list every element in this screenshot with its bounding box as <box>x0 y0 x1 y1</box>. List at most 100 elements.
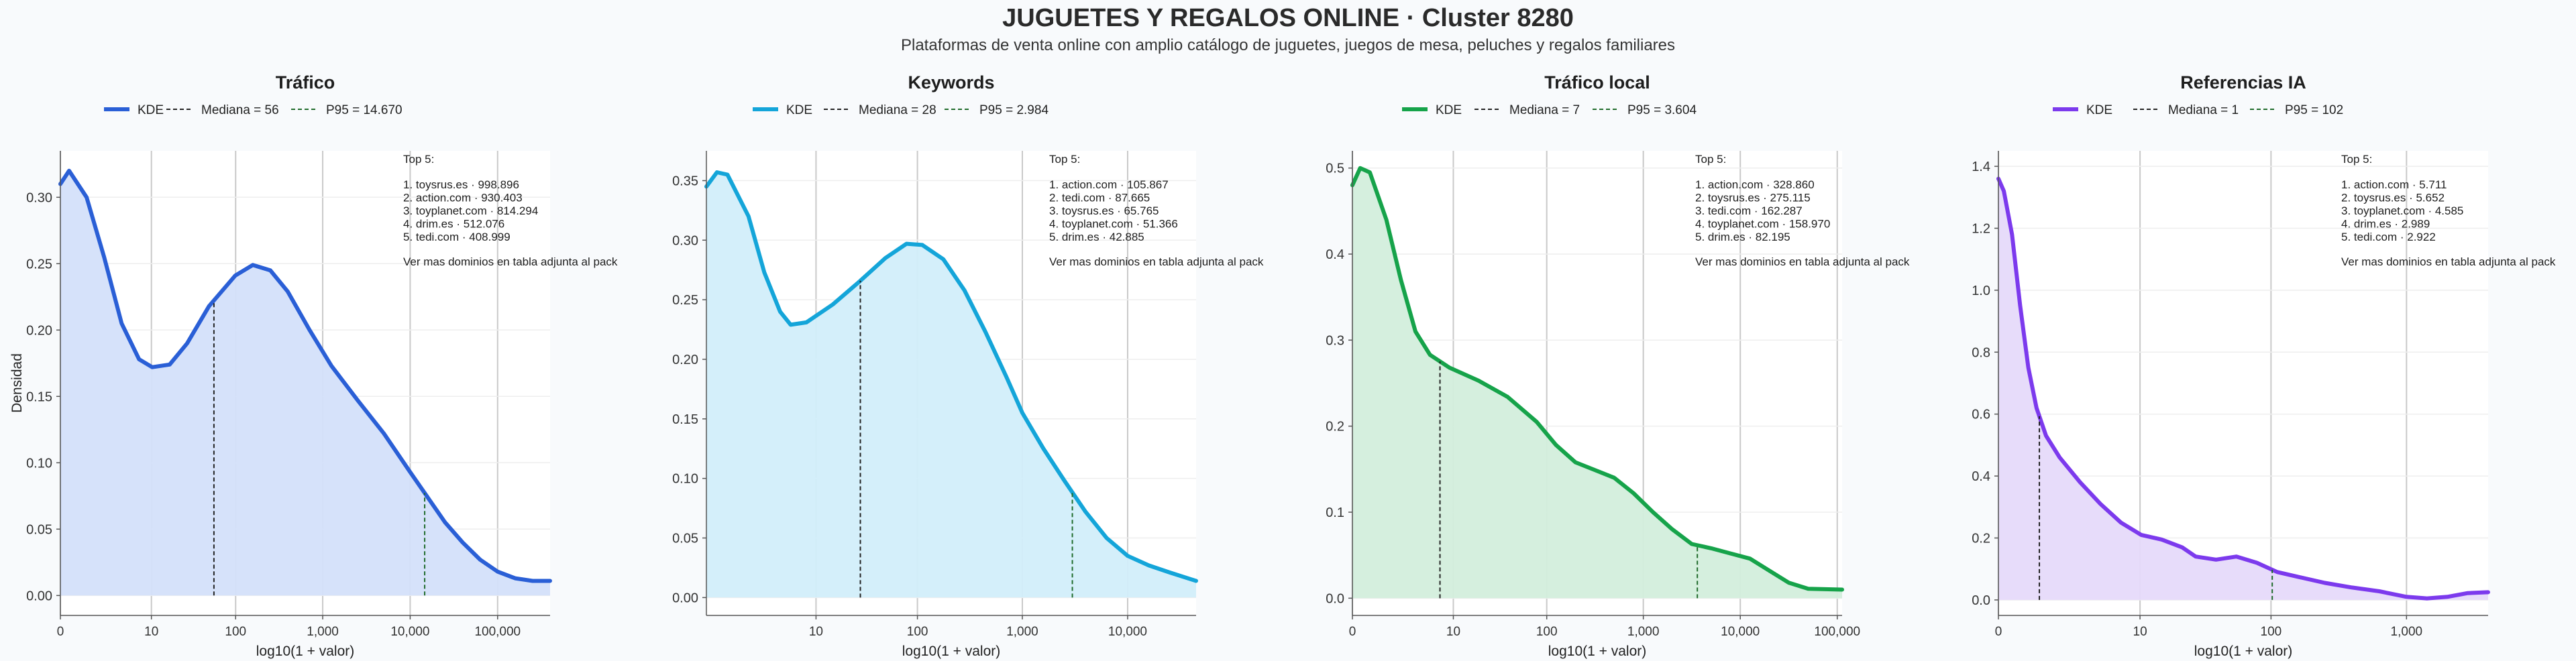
top5-item: 4. drim.es · 2.989 <box>2341 218 2430 231</box>
y-tick-label: 0.2 <box>1972 532 1990 546</box>
y-tick-label: 0.00 <box>26 589 52 603</box>
y-tick-label: 0.05 <box>26 522 52 537</box>
x-tick-label: 10 <box>2133 625 2147 639</box>
legend-median-label: Mediana = 56 <box>201 103 279 117</box>
y-tick-label: 0.4 <box>1972 469 1990 484</box>
top5-title: Top 5: <box>403 153 434 166</box>
y-tick-label: 0.3 <box>1326 333 1344 348</box>
top5-note: Ver mas dominios en tabla adjunta al pac… <box>1049 255 1264 268</box>
kde-line <box>1996 176 2490 601</box>
top5-item: 3. toysrus.es · 65.765 <box>1049 204 1159 217</box>
y-tick-label: 1.4 <box>1972 160 1990 174</box>
legend-p95-label: P95 = 2.984 <box>979 103 1049 117</box>
top5-item: 1. action.com · 105.867 <box>1049 178 1169 191</box>
x-tick-label: 0 <box>1995 625 2002 639</box>
top5-item: 2. toysrus.es · 5.652 <box>2341 192 2445 204</box>
y-tick-label: 0.0 <box>1972 593 1990 608</box>
top5-title: Top 5: <box>2341 153 2372 166</box>
top5-item: 4. toyplanet.com · 158.970 <box>1695 218 1830 231</box>
x-axis-label: log10(1 + valor) <box>256 644 355 659</box>
y-tick-label: 0.35 <box>672 174 698 188</box>
top5-item: 3. toyplanet.com · 814.294 <box>403 204 538 217</box>
x-tick-label: 1,000 <box>1627 625 1660 639</box>
chart-panel-3: 0 10 100 1,000 10,000 100,000 0.0 0.1 0.2 0.3 0.4 0… <box>1326 72 1910 659</box>
y-tick-label: 0.5 <box>1326 162 1344 176</box>
x-axis-label: log10(1 + valor) <box>2194 644 2293 659</box>
x-tick-label: 100 <box>1536 625 1558 639</box>
y-tick-label: 0.30 <box>672 233 698 248</box>
x-tick-label: 100,000 <box>474 625 521 639</box>
y-tick-label: 0.20 <box>672 353 698 367</box>
legend-median-label: Mediana = 1 <box>2168 103 2239 117</box>
legend-kde-label: KDE <box>1436 103 1462 117</box>
x-tick-label: 100 <box>225 625 246 639</box>
y-tick-label: 1.2 <box>1972 222 1990 237</box>
legend-median-label: Mediana = 7 <box>1509 103 1580 117</box>
x-tick-label: 10 <box>809 625 823 639</box>
top5-item: 4. drim.es · 512.076 <box>403 218 504 231</box>
page-subtitle: Plataformas de venta online con amplio c… <box>900 36 1675 54</box>
chart-title: Referencias IA <box>2180 72 2306 93</box>
y-tick-label: 0.30 <box>26 190 52 205</box>
x-tick-label: 10,000 <box>390 625 429 639</box>
kde-line <box>58 168 552 583</box>
x-axis-label: log10(1 + valor) <box>902 644 1001 659</box>
y-tick-label: 0.15 <box>672 412 698 427</box>
x-tick-label: 1,000 <box>2391 625 2423 639</box>
x-tick-label: 1,000 <box>307 625 339 639</box>
top5-item: 5. drim.es · 42.885 <box>1049 231 1144 243</box>
legend-kde-label: KDE <box>2086 103 2112 117</box>
x-tick-label: 0 <box>1349 625 1356 639</box>
kde-area <box>706 172 1196 598</box>
top5-item: 5. drim.es · 82.195 <box>1695 231 1790 243</box>
legend-median-label: Mediana = 28 <box>859 103 936 117</box>
y-axis-label: Densidad <box>9 353 25 413</box>
top5-item: 1. toysrus.es · 998.896 <box>403 178 519 191</box>
legend-kde-label: KDE <box>138 103 164 117</box>
x-tick-label: 10,000 <box>1108 625 1147 639</box>
chart-panel-2: 10 100 1,000 10,000 0.00 0.05 0.10 0.15 0.20 0.25… <box>672 72 1264 659</box>
top5-item: 5. tedi.com · 2.922 <box>2341 231 2436 243</box>
chart-panel-1: 0 10 100 1,000 10,000 100,000 0.00 0.05 0.10 0.15… <box>9 72 618 659</box>
top5-item: 1. action.com · 328.860 <box>1695 178 1815 191</box>
x-tick-label: 10 <box>144 625 158 639</box>
x-tick-label: 100,000 <box>1814 625 1860 639</box>
kde-area <box>60 170 550 596</box>
top5-item: 2. tedi.com · 87.665 <box>1049 192 1150 204</box>
top5-item: 3. tedi.com · 162.287 <box>1695 204 1803 217</box>
top5-item: 5. tedi.com · 408.999 <box>403 231 511 243</box>
chart-title: Tráfico local <box>1544 72 1650 93</box>
chart-title: Tráfico <box>276 72 335 93</box>
x-tick-label: 1,000 <box>1006 625 1038 639</box>
top5-title: Top 5: <box>1049 153 1080 166</box>
y-tick-label: 0.10 <box>26 456 52 471</box>
chart-title: Keywords <box>908 72 994 93</box>
y-tick-label: 0.20 <box>26 323 52 338</box>
x-tick-label: 100 <box>907 625 928 639</box>
x-tick-label: 0 <box>57 625 64 639</box>
y-tick-label: 0.8 <box>1972 345 1990 360</box>
legend-p95-label: P95 = 3.604 <box>1627 103 1697 117</box>
kde-line <box>1350 166 1844 592</box>
x-tick-label: 10 <box>1446 625 1460 639</box>
kde-area <box>1998 178 2488 600</box>
x-axis-label: log10(1 + valor) <box>1548 644 1647 659</box>
top5-note: Ver mas dominios en tabla adjunta al pac… <box>2341 255 2556 268</box>
top5-item: 3. toyplanet.com · 4.585 <box>2341 204 2463 217</box>
legend-p95-label: P95 = 102 <box>2285 103 2343 117</box>
y-tick-label: 0.10 <box>672 472 698 487</box>
top5-note: Ver mas dominios en tabla adjunta al pac… <box>403 255 618 268</box>
top5-item: 2. toysrus.es · 275.115 <box>1695 192 1811 204</box>
y-tick-label: 0.2 <box>1326 420 1344 434</box>
x-tick-label: 10,000 <box>1721 625 1760 639</box>
y-tick-label: 0.6 <box>1972 408 1990 422</box>
y-tick-label: 0.25 <box>26 257 52 272</box>
top5-item: 1. action.com · 5.711 <box>2341 178 2447 191</box>
top5-item: 4. toyplanet.com · 51.366 <box>1049 218 1178 231</box>
top5-note: Ver mas dominios en tabla adjunta al pac… <box>1695 255 1910 268</box>
page-title: JUGUETES Y REGALOS ONLINE · Cluster 8280 <box>1002 4 1574 32</box>
kde-line <box>704 170 1198 583</box>
legend-p95-label: P95 = 14.670 <box>326 103 402 117</box>
x-tick-label: 100 <box>2261 625 2282 639</box>
